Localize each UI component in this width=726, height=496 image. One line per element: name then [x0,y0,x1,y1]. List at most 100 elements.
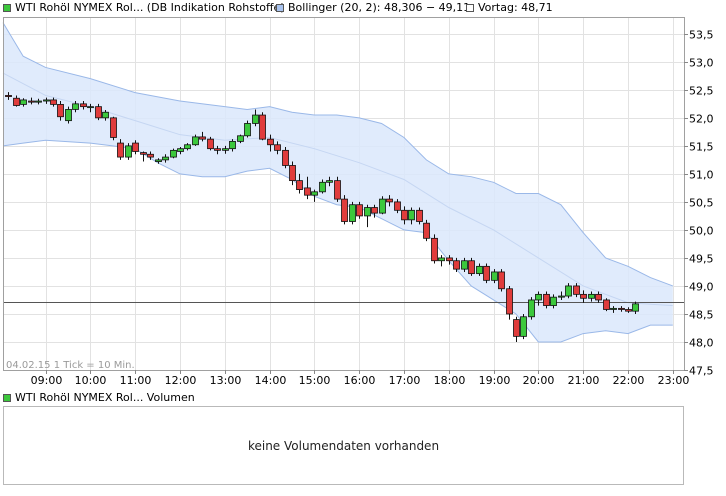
candle-body [132,142,139,152]
candle [259,112,266,141]
candle-body [461,260,468,270]
candle-body [513,319,520,337]
candle [132,140,139,155]
candle [595,291,602,303]
y-tick-label: 53,5 [689,29,714,42]
candle [453,257,460,272]
vortag-swatch-icon [466,3,474,12]
candle-body [170,149,177,158]
candle [326,176,333,187]
candle [192,134,199,146]
candle-body [506,288,513,315]
candle-body [20,99,27,105]
x-tick-label: 12:00 [165,374,197,387]
x-tick-label: 13:00 [210,374,242,387]
candle [207,136,214,151]
candle [125,143,132,160]
candle-body [558,295,565,298]
candle-body [408,209,415,221]
candle [199,131,206,142]
x-tick-label: 16:00 [344,374,376,387]
candle [386,195,393,207]
candle [72,101,79,113]
candle-body [625,309,632,312]
candle-body [13,97,20,106]
candle [5,92,12,100]
y-tick-label: 53,0 [689,57,714,70]
candle [476,263,483,276]
price-chart: 53,5 53,0 52,5 52,0 51,5 51,0 50,5 50,0 49,5 49,0… [2,17,714,387]
candle [528,297,535,320]
candle-body [252,114,259,124]
candle [573,283,580,298]
candle [170,148,177,159]
chart-legend: WTI Rohöl NYMEX Rol... (DB Indikation Ro… [0,0,726,16]
candle [483,263,490,284]
candle [408,207,415,225]
candle [431,234,438,264]
y-tick-label: 52,5 [689,85,714,98]
candle-body [102,111,109,119]
candle-body [476,265,483,275]
candle-body [610,307,617,310]
candle [244,120,251,138]
candle [610,306,617,313]
volume-legend-label: WTI Rohöl NYMEX Rol... Volumen [15,391,195,404]
candle-body [550,296,557,306]
candle [267,134,274,152]
y-tick-label: 49,5 [689,253,714,266]
candle-body [394,201,401,211]
candle [416,207,423,225]
candle [341,195,348,225]
candle-body [416,209,423,222]
candle [50,97,57,107]
candle-body [446,257,453,262]
candle-body [468,260,475,275]
candle [28,97,35,105]
candle [513,316,520,342]
candle [423,219,430,242]
candle-body [371,207,378,214]
y-axis: 53,5 53,0 52,5 52,0 51,5 51,0 50,5 50,0 49,5 49,0… [684,29,714,378]
candle-body [580,293,587,299]
candle-body [565,285,572,297]
volume-legend: WTI Rohöl NYMEX Rol... Volumen [0,391,195,404]
x-tick-label: 21:00 [568,374,600,387]
candle-body [379,198,386,214]
candle [102,110,109,121]
y-tick-label: 51,0 [689,169,714,182]
y-tick-label: 48,5 [689,309,714,322]
candle-body [28,100,35,103]
candle [252,109,259,127]
candle [603,298,610,312]
candle-body [192,136,199,146]
candle [379,196,386,215]
y-tick-label: 50,0 [689,225,714,238]
candle-body [498,271,505,290]
candle [506,285,513,320]
candle-body [5,95,12,97]
candle-body [423,222,430,239]
candles [5,92,639,342]
candle-body [95,106,102,119]
candle-body [72,103,79,110]
y-tick-label: 47,5 [689,365,714,378]
candle-body [483,265,490,281]
candle [162,154,169,163]
candle-body [222,148,229,151]
candle [229,139,236,152]
candle-body [184,144,191,150]
series-swatch-icon [3,3,11,12]
candle [43,97,50,104]
candle [498,269,505,292]
candle [311,189,318,202]
candle-body [214,148,221,151]
candle [87,103,94,113]
candle-body [177,148,184,152]
candle [147,151,154,160]
candle-body [431,237,438,262]
candle [364,204,371,228]
candle-body [520,316,527,337]
legend-bollinger: Bollinger (20, 2): 48,306 − 49,11 [276,1,470,14]
candle-body [125,145,132,158]
